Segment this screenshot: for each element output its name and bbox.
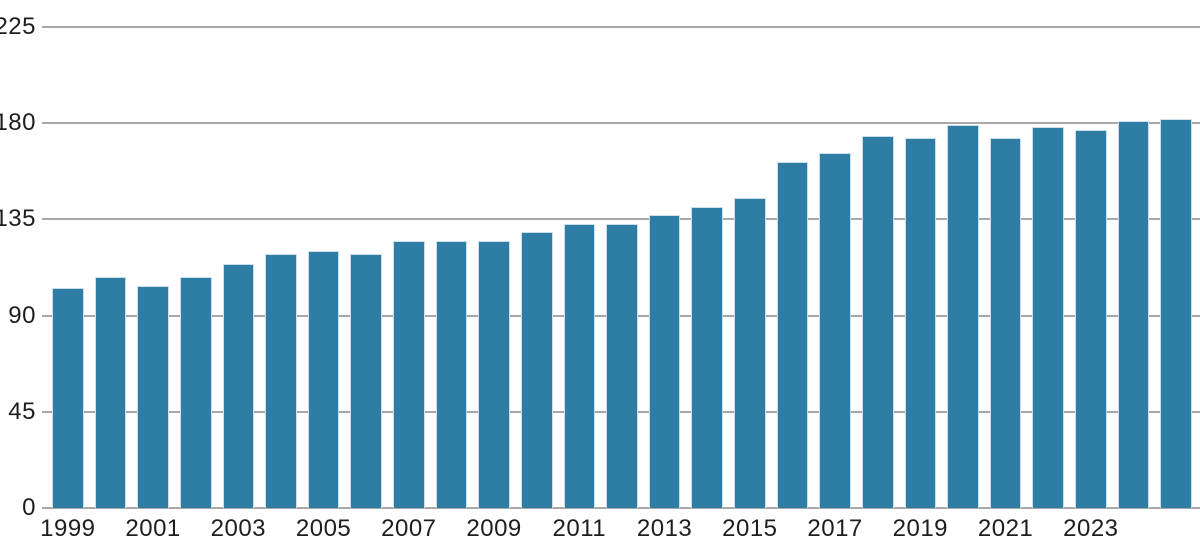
x-cell-2019: 2019: [893, 517, 948, 545]
x-cell-2014: [691, 517, 723, 545]
bar-2010: [520, 232, 553, 508]
x-tick-2009: 2009: [466, 515, 522, 542]
x-tick-2021: 2021: [977, 515, 1034, 542]
bar-2004: [265, 253, 297, 508]
x-cell-2016: [777, 517, 809, 545]
x-cell-2017: 2017: [807, 517, 862, 545]
bar-2005: [307, 251, 340, 508]
bar-2009: [478, 240, 510, 508]
y-tick-90: 90: [8, 301, 36, 329]
bar-2006: [350, 253, 382, 508]
x-cell-1999: 1999: [40, 517, 95, 545]
x-cell-2000: [95, 517, 127, 545]
x-axis: 1999 2001 2003 2005 2007 2009 2011 2013 2015 2017…: [40, 517, 1200, 545]
x-cell-2007: 2007: [381, 517, 436, 545]
y-tick-45: 45: [8, 397, 36, 425]
bar-2016: [776, 161, 809, 508]
x-tick-2011: 2011: [552, 515, 607, 542]
bar-2008: [435, 240, 468, 508]
gridline-180: [42, 122, 1200, 125]
y-tick-225: 225: [0, 13, 36, 40]
x-cell-2013: 2013: [637, 517, 692, 545]
y-tick-0: 0: [22, 494, 36, 521]
gridline-0: [42, 507, 1200, 509]
bar-2003: [222, 264, 255, 508]
x-cell-2018: [862, 517, 894, 545]
plot-area: 1999 2001 2003 2005 2007 2009 2011 2013 2015 2017…: [40, 26, 1200, 541]
bar-2017: [819, 153, 851, 508]
y-tick-180: 180: [0, 109, 36, 137]
x-cell-2024: [1118, 517, 1150, 545]
bar-2021: [989, 138, 1022, 508]
x-cell-2008: [436, 517, 468, 545]
bar-2019: [904, 138, 937, 508]
bar-2002: [179, 277, 212, 508]
x-cell-2011: 2011: [553, 517, 606, 545]
gridline-225: [42, 26, 1200, 28]
x-tick-1999: 1999: [40, 515, 96, 542]
bar-2011: [563, 223, 596, 508]
bar-2022: [1032, 127, 1064, 508]
x-cell-2005: 2005: [296, 517, 351, 545]
x-cell-2010: [521, 517, 553, 545]
bars-container: [42, 27, 1200, 508]
x-tick-2017: 2017: [807, 515, 863, 542]
bar-2024: [1117, 121, 1150, 508]
x-cell-2022: [1032, 517, 1064, 545]
bar-2023: [1075, 129, 1107, 508]
x-tick-2001: 2001: [125, 515, 181, 542]
bar-2025: [1160, 118, 1192, 508]
bar-2007: [393, 240, 425, 508]
bar-2014: [691, 206, 723, 508]
x-cell-2009: 2009: [466, 517, 521, 545]
x-cell-2021: 2021: [978, 517, 1033, 545]
x-cell-2023: 2023: [1063, 517, 1118, 545]
y-axis: 0 45 90 135 180 225: [0, 15, 36, 520]
x-tick-2003: 2003: [210, 515, 267, 542]
x-cell-2012: [606, 517, 638, 545]
x-cell-2025: [1160, 517, 1192, 545]
bar-2013: [648, 215, 681, 508]
x-cell-2001: 2001: [125, 517, 180, 545]
bar-2000: [94, 277, 127, 508]
x-cell-2006: [350, 517, 382, 545]
bar-2015: [734, 198, 766, 508]
x-tick-2013: 2013: [636, 515, 693, 542]
x-tick-2023: 2023: [1063, 515, 1119, 542]
y-tick-135: 135: [0, 205, 36, 233]
x-cell-2004: [265, 517, 297, 545]
bar-2012: [606, 223, 638, 508]
bar-2020: [947, 125, 979, 508]
x-cell-2015: 2015: [722, 517, 777, 545]
x-tick-2005: 2005: [295, 515, 352, 542]
x-cell-2020: [947, 517, 979, 545]
bar-2001: [137, 285, 169, 508]
x-tick-2019: 2019: [892, 515, 949, 542]
gridline-135: [42, 218, 1200, 221]
x-tick-2015: 2015: [722, 515, 778, 542]
x-cell-2002: [180, 517, 212, 545]
x-cell-2003: 2003: [211, 517, 266, 545]
bar-2018: [861, 136, 894, 508]
bar-1999: [52, 287, 84, 508]
x-tick-2007: 2007: [381, 515, 437, 542]
